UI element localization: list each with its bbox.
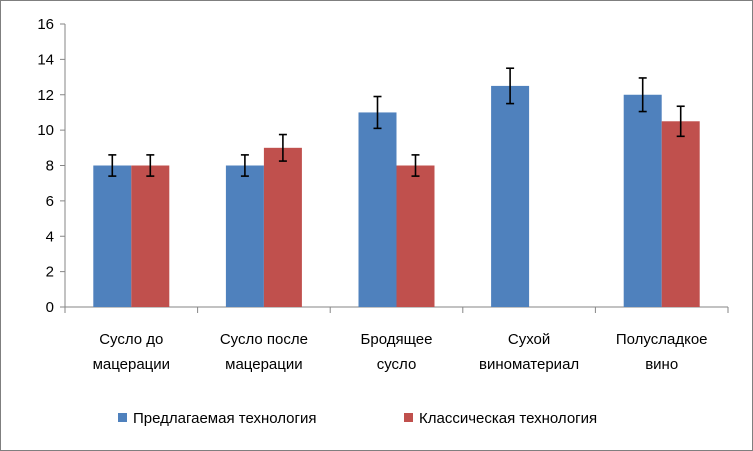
bar-proposed [225,165,264,307]
legend-label: Классическая технология [419,410,597,427]
x-category-label: Бродящее [361,331,433,348]
x-category-label: Сухой [508,331,550,348]
x-category-label: виноматериал [479,356,579,373]
y-tick-label: 2 [46,264,54,281]
x-category-label: Сусло до [99,331,163,348]
bar-proposed [623,94,662,307]
error-bars [108,67,685,177]
x-category-label: сусло [377,356,417,373]
legend-label: Предлагаемая технология [133,410,317,427]
y-tick-label: 14 [37,51,54,68]
y-tick-label: 8 [46,158,54,175]
legend-swatch-proposed [118,413,127,422]
axis-labels: 0 2 4 6 8 10 12 14 16 Сусло до мацерации Сусло посл… [37,16,707,373]
bar-proposed [491,85,530,307]
bar-proposed [358,112,397,307]
y-tick-label: 10 [37,122,54,139]
x-category-label: мацерации [225,356,302,373]
y-tick-label: 16 [37,16,54,33]
bar-classic [661,121,700,307]
y-tick-label: 0 [46,299,54,316]
legend: Предлагаемая технология Классическая техн… [118,410,597,427]
bars [93,85,700,307]
bar-classic [263,147,302,307]
x-category-label: вино [645,356,678,373]
legend-swatch-classic [404,413,413,422]
x-category-label: мацерации [93,356,170,373]
y-tick-label: 12 [37,87,54,104]
y-tick-label: 4 [46,228,54,245]
x-category-label: Полусладкое [616,331,708,348]
bar-proposed [93,165,132,307]
x-category-label: Сусло после [220,331,308,348]
y-tick-label: 6 [46,193,54,210]
bar-classic [396,165,435,307]
bar-classic [131,165,170,307]
